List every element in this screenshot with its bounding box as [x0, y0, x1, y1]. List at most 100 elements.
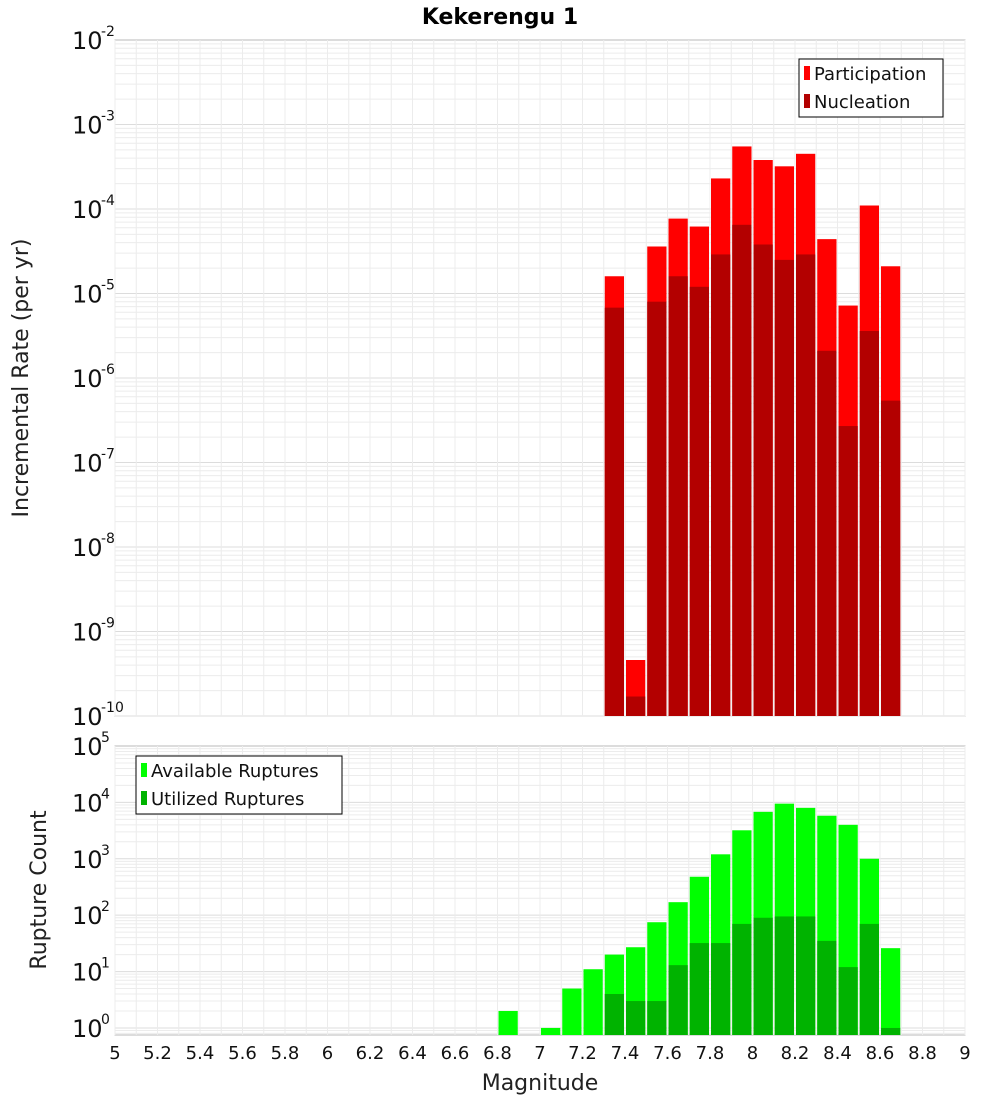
top-y-tick-exp: -3 [101, 109, 115, 125]
bottom-y-tick-exp: 5 [101, 730, 110, 746]
bottom-bar-s2 [753, 917, 773, 1035]
top-bar-s2 [817, 350, 837, 716]
bottom-y-tick-base: 10 [72, 959, 103, 987]
x-tick-label: 8.2 [781, 1043, 810, 1064]
top-legend: Participation Nucleation [798, 58, 944, 118]
x-tick-label: 8 [747, 1043, 758, 1064]
bottom-y-tick-exp: 4 [101, 786, 110, 802]
x-tick-label: 9 [959, 1043, 970, 1064]
top-gridlines [114, 40, 966, 717]
top-y-tick-base: 10 [72, 281, 103, 309]
top-bar-s2 [626, 696, 646, 716]
x-tick-label: 5.4 [186, 1043, 215, 1064]
bottom-y-tick-base: 10 [72, 1015, 103, 1043]
legend-swatch-participation [804, 66, 810, 80]
top-bar-s2 [604, 307, 624, 716]
bottom-bar-s2 [626, 1001, 646, 1035]
top-y-tick-base: 10 [72, 365, 103, 393]
bottom-bar-s2 [774, 916, 794, 1035]
bottom-bar-s1 [583, 969, 603, 1035]
top-y-tick-base: 10 [72, 112, 103, 140]
bottom-y-tick-base: 10 [72, 789, 103, 817]
bottom-bar-s1 [881, 948, 901, 1035]
bottom-y-tick-base: 10 [72, 733, 103, 761]
x-tick-label: 7.4 [611, 1043, 640, 1064]
bottom-y-tick-base: 10 [72, 846, 103, 874]
top-y-tick-exp: -8 [101, 531, 115, 547]
chart-title: Kekerengu 1 [422, 5, 578, 30]
bottom-bar-s2 [796, 916, 816, 1035]
x-axis-label: Magnitude [482, 1071, 599, 1096]
top-bars [604, 146, 901, 717]
top-y-tick-base: 10 [72, 619, 103, 647]
top-y-tick-exp: -2 [101, 24, 115, 40]
top-y-tick-base: 10 [72, 703, 103, 731]
top-y-axis-label: Incremental Rate (per yr) [9, 239, 34, 518]
x-tick-label: 7 [534, 1043, 545, 1064]
x-tick-label: 7.6 [653, 1043, 682, 1064]
bottom-bar-s2 [668, 965, 688, 1035]
top-bar-s2 [689, 286, 709, 716]
legend-label-available-ruptures: Available Ruptures [151, 761, 319, 782]
top-bar-s2 [647, 301, 667, 716]
bottom-y-tick-exp: 1 [101, 956, 110, 972]
x-tick-label: 5.8 [271, 1043, 300, 1064]
top-bar-s2 [711, 254, 731, 716]
bottom-bar-s2 [604, 994, 624, 1035]
top-y-tick-base: 10 [72, 27, 103, 55]
legend-swatch-nucleation [804, 94, 810, 108]
top-y-tick-exp: -7 [101, 447, 115, 463]
bottom-bar-s1 [562, 988, 582, 1035]
bottom-bar-s2 [647, 1001, 667, 1035]
top-bar-s2 [859, 330, 879, 716]
top-bar-s2 [774, 259, 794, 716]
x-tick-label: 5.6 [228, 1043, 257, 1064]
x-tick-label: 8.6 [866, 1043, 895, 1064]
x-tick-label: 6.8 [483, 1043, 512, 1064]
bottom-bar-s2 [689, 943, 709, 1035]
bottom-y-axis-label: Rupture Count [27, 810, 52, 970]
bottom-legend-box [135, 755, 343, 815]
legend-swatch-available-ruptures [141, 763, 147, 777]
x-tick-label: 6.4 [398, 1043, 427, 1064]
legend-swatch-utilized-ruptures [141, 791, 147, 805]
x-tick-labels: 5 5.2 5.4 5.6 5.8 6 6.2 6.4 6.6 6.8 7 7.2 7.4 7.6 7.8 8… [109, 1043, 970, 1064]
top-y-tick-exp: -5 [101, 278, 115, 294]
x-tick-label: 8.8 [908, 1043, 937, 1064]
x-tick-label: 6 [322, 1043, 333, 1064]
bottom-bar-s1 [541, 1027, 561, 1035]
bottom-bar-s2 [711, 943, 731, 1035]
top-bar-s2 [668, 276, 688, 716]
bottom-y-tick-exp: 3 [101, 843, 110, 859]
top-y-tick-exp: -10 [101, 700, 124, 716]
bottom-bar-s2 [859, 923, 879, 1035]
bottom-bars [498, 803, 901, 1035]
x-tick-label: 7.2 [568, 1043, 597, 1064]
legend-label-utilized-ruptures: Utilized Ruptures [151, 789, 304, 810]
top-bar-s2 [881, 400, 901, 716]
bottom-bar-s2 [881, 1027, 901, 1035]
x-tick-label: 6.2 [356, 1043, 385, 1064]
bottom-bar-s2 [732, 923, 752, 1035]
top-bar-s2 [796, 254, 816, 716]
top-bar-s2 [732, 224, 752, 716]
bottom-legend: Available Ruptures Utilized Ruptures [135, 755, 343, 815]
top-y-tick-exp: -4 [101, 193, 115, 209]
x-tick-label: 5.2 [143, 1043, 172, 1064]
top-y-tick-base: 10 [72, 534, 103, 562]
bottom-y-tick-exp: 2 [101, 899, 110, 915]
top-y-tick-exp: -6 [101, 362, 115, 378]
x-tick-label: 8.4 [823, 1043, 852, 1064]
bottom-bar-s2 [838, 967, 858, 1035]
bottom-y-tick-base: 10 [72, 902, 103, 930]
top-bar-s2 [753, 244, 773, 716]
top-legend-box [798, 58, 944, 118]
top-y-tick-exp: -9 [101, 616, 115, 632]
bottom-y-tick-exp: 0 [101, 1012, 110, 1028]
top-y-tick-base: 10 [72, 450, 103, 478]
legend-label-nucleation: Nucleation [814, 92, 910, 113]
